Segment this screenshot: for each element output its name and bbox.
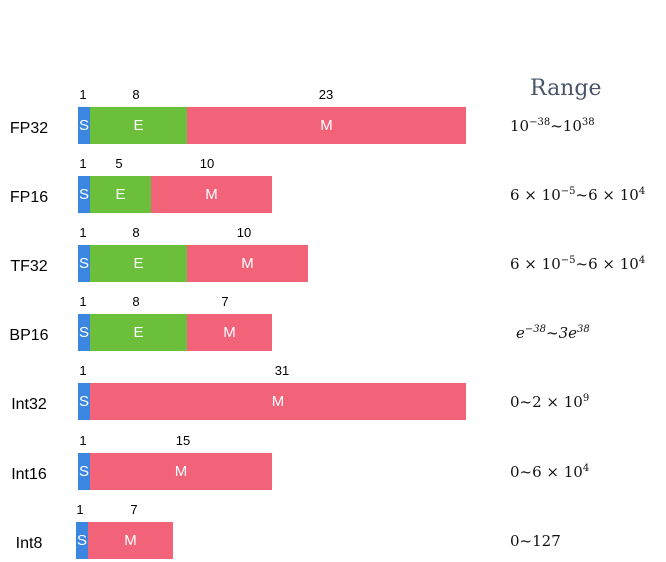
sign-bits-label: 1 [79,363,87,378]
mantissa-segment: M [187,107,466,144]
format-row-fp32: FP32 1 8 23 S E M 10−38~1038 [0,83,666,144]
sign-segment: S [78,314,90,351]
range-value: 6 × 10−5~6 × 104 [510,186,646,204]
sign-bits-label: 1 [79,294,87,309]
format-name: BP16 [9,327,49,344]
format-name: TF32 [10,258,48,275]
mantissa-segment: M [187,245,308,282]
exponent-bits-label: 5 [115,156,123,171]
exponent-bits-label: 8 [132,294,140,309]
bit-layout-bar: S M [78,383,466,420]
range-value: 10−38~1038 [510,117,595,135]
mantissa-segment: M [187,314,272,351]
mantissa-bits-label: 7 [130,502,138,517]
bit-layout-bar: S M [76,522,173,559]
bit-layout-bar: S E M [78,176,272,213]
mantissa-bits-label: 23 [318,87,334,102]
format-name: FP32 [9,120,49,137]
mantissa-segment: M [90,383,466,420]
exponent-segment: E [90,314,187,351]
mantissa-bits-label: 31 [274,363,290,378]
sign-segment: S [78,245,90,282]
range-value: 6 × 10−5~6 × 104 [510,255,646,273]
mantissa-bits-label: 15 [175,433,191,448]
mantissa-bits-label: 10 [236,225,252,240]
mantissa-bits-label: 7 [221,294,229,309]
mantissa-segment: M [88,522,173,559]
sign-segment: S [78,107,90,144]
format-name: Int32 [11,396,47,413]
exponent-segment: E [90,107,187,144]
sign-bits-label: 1 [79,433,87,448]
sign-bits-label: 1 [79,225,87,240]
exponent-bits-label: 8 [132,87,140,102]
sign-segment: S [78,176,90,213]
sign-segment: S [78,383,90,420]
sign-bits-label: 1 [76,502,84,517]
sign-segment: S [76,522,88,559]
mantissa-segment: M [151,176,272,213]
format-row-int32: Int32 1 31 S M 0~2 × 109 [0,359,666,420]
exponent-segment: E [90,176,151,213]
range-value: 0~2 × 109 [510,393,590,411]
format-row-int16: Int16 1 15 S M 0~6 × 104 [0,429,666,490]
format-name: Int16 [11,466,47,483]
format-row-fp16: FP16 1 5 10 S E M 6 × 10−5~6 × 104 [0,152,666,213]
mantissa-segment: M [90,453,272,490]
exponent-bits-label: 8 [132,225,140,240]
bit-layout-bar: S E M [78,314,272,351]
bit-layout-bar: S E M [78,107,466,144]
mantissa-bits-label: 10 [199,156,215,171]
range-value: 0~127 [510,532,561,550]
range-value: 0~6 × 104 [510,463,590,481]
bit-layout-bar: S M [78,453,272,490]
format-row-bp16: BP16 1 8 7 S E M e−38~3e38 [0,290,666,351]
sign-bits-label: 1 [79,156,87,171]
range-value: e−38~3e38 [516,324,590,342]
bit-layout-bar: S E M [78,245,308,282]
format-name: Int8 [15,535,43,552]
sign-bits-label: 1 [79,87,87,102]
sign-segment: S [78,453,90,490]
format-row-int8: Int8 1 7 S M 0~127 [0,498,666,559]
format-name: FP16 [9,189,49,206]
format-row-tf32: TF32 1 8 10 S E M 6 × 10−5~6 × 104 [0,221,666,282]
range-column-title: Range [530,76,602,101]
exponent-segment: E [90,245,187,282]
